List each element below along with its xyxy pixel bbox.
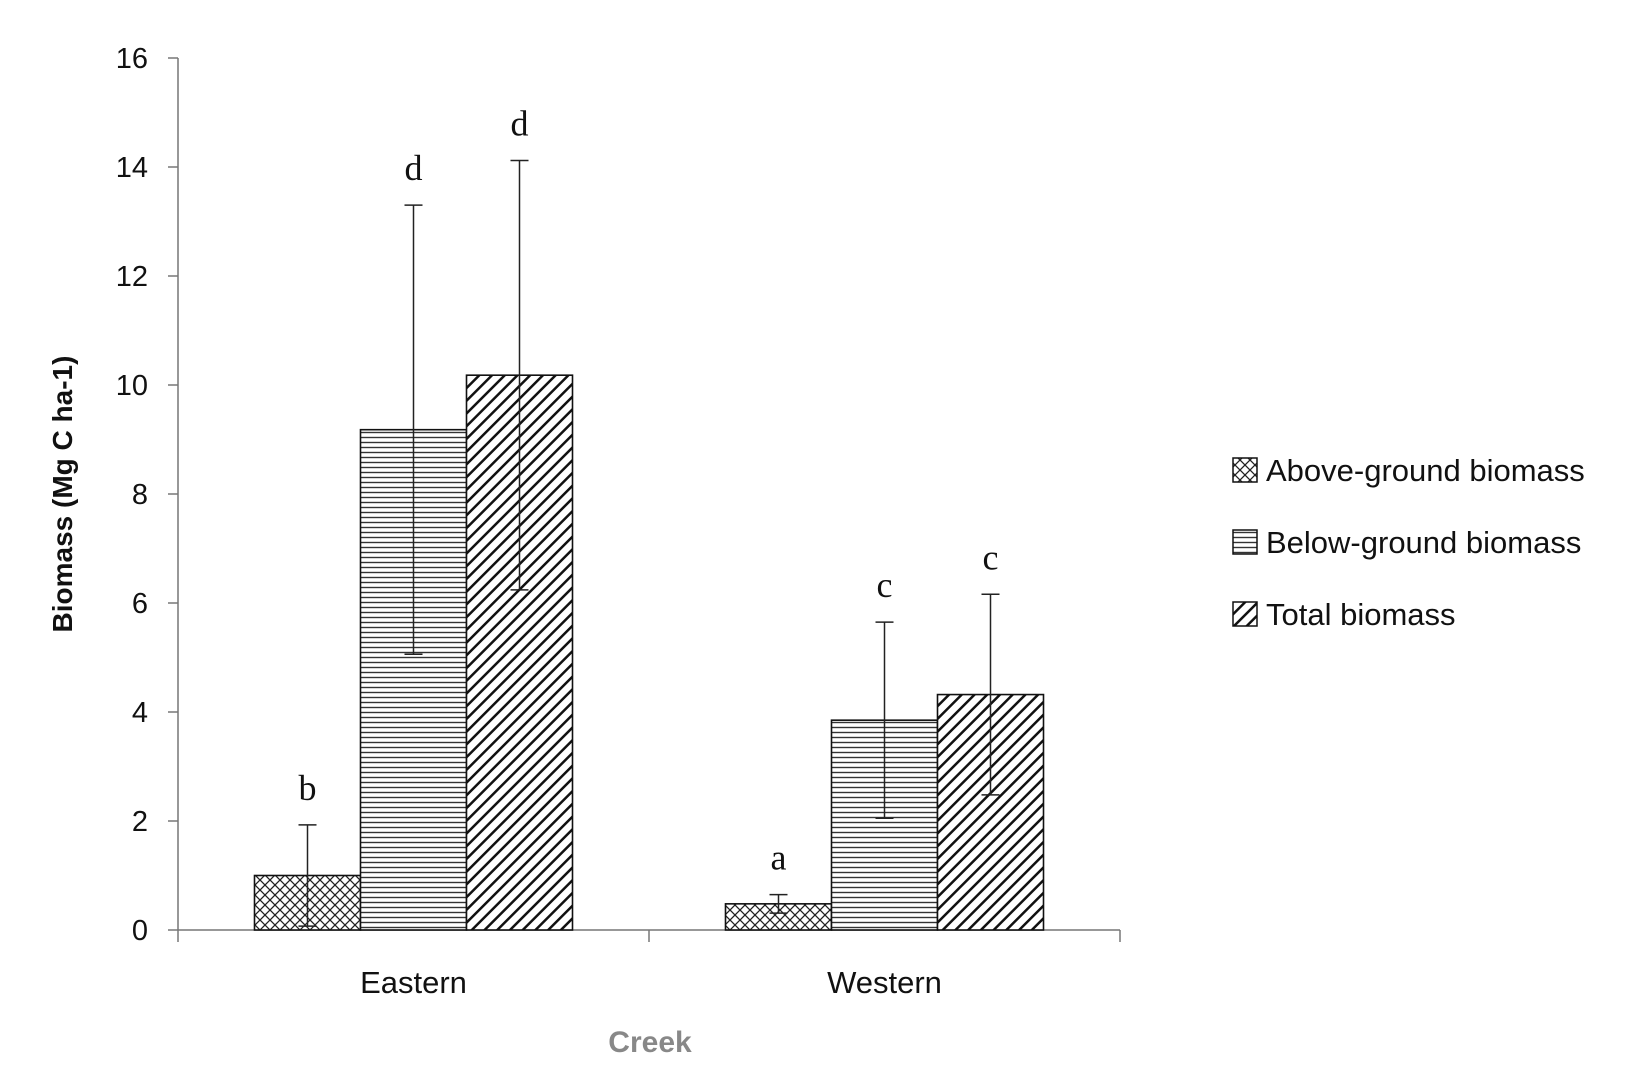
y-tick-label: 14 bbox=[116, 152, 148, 184]
y-tick-label: 10 bbox=[116, 370, 148, 402]
significance-letter: a bbox=[771, 838, 787, 878]
legend-label: Below-ground biomass bbox=[1266, 525, 1581, 560]
y-axis-title: Biomass (Mg C ha-1) bbox=[47, 356, 78, 633]
significance-letters: b d d a c c bbox=[299, 103, 999, 877]
legend: Above-ground biomass Below-ground biomass… bbox=[1232, 453, 1585, 632]
error-bars bbox=[298, 159, 1000, 927]
x-tick-label: Eastern bbox=[360, 965, 467, 1000]
y-tick-label: 12 bbox=[116, 261, 148, 293]
y-tick-label: 16 bbox=[116, 43, 148, 75]
significance-letter: c bbox=[877, 565, 893, 605]
y-tick-label: 8 bbox=[132, 479, 148, 511]
x-tick-label: Western bbox=[827, 965, 942, 1000]
legend-swatch bbox=[1232, 601, 1258, 627]
legend-label: Total biomass bbox=[1266, 597, 1456, 632]
y-tick-label: 6 bbox=[132, 588, 148, 620]
legend-label: Above-ground biomass bbox=[1266, 453, 1585, 488]
legend-swatch bbox=[1232, 529, 1258, 555]
y-tick-label: 0 bbox=[132, 915, 148, 947]
significance-letter: d bbox=[511, 103, 529, 143]
y-tick-label: 2 bbox=[132, 806, 148, 838]
y-ticks: 0 2 4 6 8 10 12 14 16 bbox=[116, 43, 178, 947]
significance-letter: d bbox=[405, 148, 423, 188]
significance-letter: b bbox=[299, 768, 317, 808]
bars bbox=[253, 374, 1045, 931]
legend-swatch bbox=[1232, 457, 1258, 483]
x-axis-title: Creek bbox=[608, 1026, 692, 1059]
y-tick-label: 4 bbox=[132, 697, 148, 729]
x-ticks: Eastern Western bbox=[177, 930, 1121, 1000]
significance-letter: c bbox=[983, 537, 999, 577]
